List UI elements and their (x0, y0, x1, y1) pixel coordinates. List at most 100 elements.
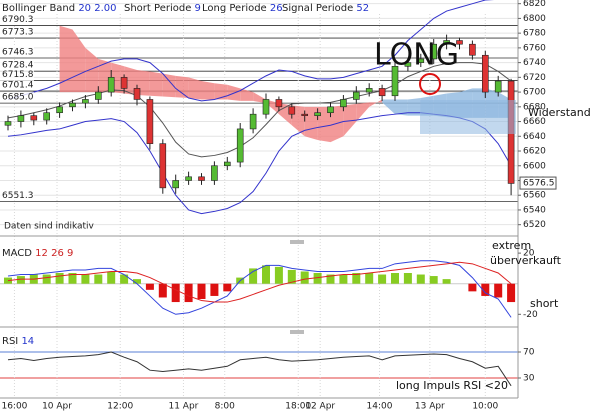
macd-bar (133, 279, 141, 284)
candle-body (275, 99, 283, 108)
macd-bar (352, 273, 361, 284)
macd-bar (120, 274, 129, 284)
macd-param: 12 (35, 248, 48, 259)
highlight-circle (419, 73, 441, 95)
last-price: 6576.5 (523, 179, 555, 189)
indicator-header: Short Periode 9 (124, 3, 201, 14)
splitter-handle[interactable] (290, 330, 304, 334)
macd-bar (507, 283, 516, 303)
candle-body (69, 102, 76, 108)
y-tick-label: 6520 (523, 220, 546, 230)
macd-param: 26 (51, 248, 64, 259)
param-name: Short Periode (124, 3, 191, 14)
band-line (7, 0, 495, 102)
band-line (7, 62, 512, 158)
macd-line (7, 261, 512, 303)
annotation-short: short (530, 297, 559, 310)
macd-bar (391, 273, 399, 284)
cloud-segment (395, 99, 408, 116)
disclaimer: Daten sind indikativ (4, 222, 95, 232)
cloud-segment (214, 83, 228, 100)
cloud-segment (240, 88, 254, 101)
x-tick-label: 11 Apr (168, 402, 198, 412)
y-tick-label: 6560 (523, 191, 546, 201)
macd-bar (210, 283, 219, 296)
macd-bar (107, 271, 116, 284)
y-tick-label: 6640 (523, 132, 546, 142)
candle-body (288, 106, 296, 115)
rsi-name: RSI (2, 336, 18, 347)
y-tick-label: 6720 (523, 73, 546, 83)
candle-body (340, 99, 347, 108)
x-tick-label: 13 Apr (415, 402, 445, 412)
level-label-bg (0, 46, 34, 57)
macd-bar (287, 269, 296, 284)
candle-body (481, 54, 489, 93)
y-tick-label: 6700 (523, 88, 546, 98)
candle-body (301, 113, 309, 116)
y-tick-label: 6660 (523, 117, 546, 127)
macd-param: 9 (67, 248, 73, 259)
splitter-handle[interactable] (290, 240, 304, 244)
macd-bar (42, 274, 51, 284)
macd-bar (403, 273, 412, 284)
rsi-header: RSI 14 (2, 336, 34, 347)
candle-body (95, 91, 102, 100)
candle-body (4, 121, 12, 126)
annotation-rsi: long Impuls RSI <20 (396, 379, 508, 392)
y-tick-label: 6820 (523, 0, 546, 9)
cloud-segment (369, 99, 383, 107)
level-label-bg (0, 92, 34, 103)
level-label-bg (0, 60, 34, 71)
macd-bar (249, 268, 258, 284)
candle-body (249, 113, 257, 130)
level-label: 6773.3 (2, 28, 34, 38)
macd-bar (68, 273, 77, 284)
candle-body (17, 115, 25, 122)
level-label: 6551.3 (2, 191, 34, 201)
candle-body (314, 112, 321, 116)
candle-body (494, 80, 502, 93)
indicator-header: Signal Periode 52 (282, 3, 369, 14)
x-tick-label: 10:00 (472, 402, 498, 412)
macd-bar (416, 274, 425, 284)
candle-body (198, 176, 205, 181)
candle-body (365, 88, 373, 93)
level-label: 6715.8 (2, 70, 34, 80)
candle-body (211, 165, 218, 181)
indicator-name: Bollinger Band (2, 3, 75, 14)
macd-name: MACD (2, 248, 32, 259)
y-tick-label: 20 (523, 249, 535, 259)
candle-body (417, 58, 425, 63)
y-tick-label: 6740 (523, 58, 546, 68)
annotation-long: LONG (374, 38, 459, 73)
rsi-line (7, 351, 512, 387)
level-label: 6685.0 (2, 93, 34, 103)
param-value: 52 (356, 3, 369, 14)
cloud-segment (188, 77, 202, 100)
y-tick-label: -20 (523, 310, 538, 320)
cloud-segment (201, 81, 215, 100)
cloud-segment (407, 97, 421, 116)
level-label: 6728.4 (2, 61, 34, 71)
y-tick-label: 6540 (523, 205, 546, 215)
x-tick-label: 12:00 (107, 402, 133, 412)
macd-bar (223, 283, 232, 292)
macd-bar (16, 276, 25, 284)
macd-bar (145, 283, 154, 290)
macd-bar (197, 283, 206, 299)
candle-body (30, 115, 38, 121)
indicator-param: 20 (78, 3, 91, 14)
cloud-segment (175, 75, 189, 98)
candle-body (120, 77, 128, 89)
candle-body (443, 40, 450, 45)
candle-body (224, 161, 231, 167)
level-label-bg (0, 27, 34, 38)
macd-bar (274, 266, 283, 284)
candle-body (159, 143, 167, 189)
macd-bar (378, 274, 387, 284)
cloud-segment (162, 73, 176, 98)
macd-bar (365, 273, 374, 284)
y-tick-label: 6780 (523, 29, 546, 39)
